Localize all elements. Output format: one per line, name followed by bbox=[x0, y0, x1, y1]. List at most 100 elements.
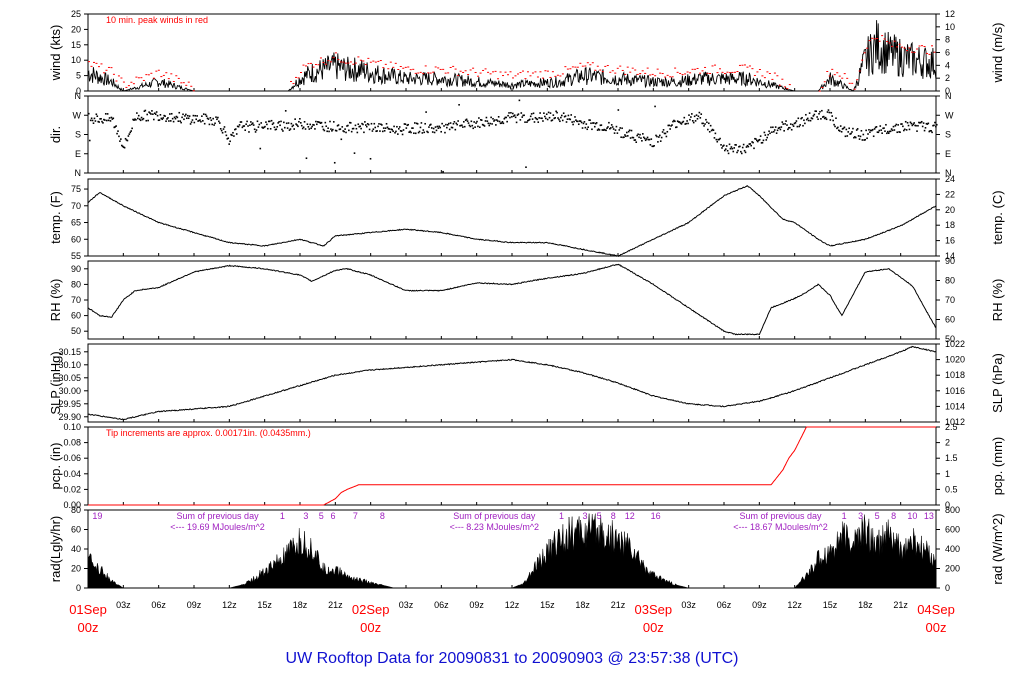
dir-point bbox=[446, 124, 449, 126]
dir-point bbox=[301, 127, 304, 130]
dir-point bbox=[413, 132, 415, 135]
dir-point bbox=[792, 125, 795, 127]
x-hour-label: 03z bbox=[116, 600, 131, 610]
right-tick-label-dir: E bbox=[945, 149, 951, 159]
dir-point bbox=[754, 137, 756, 140]
dir-point bbox=[223, 126, 226, 128]
dir-point bbox=[215, 116, 217, 118]
dir-point bbox=[724, 148, 727, 150]
dir-point bbox=[535, 117, 538, 120]
dir-point bbox=[285, 122, 288, 125]
dir-point bbox=[343, 130, 345, 133]
dir-point bbox=[114, 126, 116, 128]
dir-point bbox=[815, 110, 817, 113]
dir-point bbox=[796, 125, 799, 128]
dir-point bbox=[624, 134, 626, 136]
dir-point bbox=[370, 122, 373, 125]
dir-point bbox=[346, 125, 348, 127]
dir-point bbox=[725, 145, 728, 147]
dir-point bbox=[681, 121, 684, 124]
panel-frame-rh bbox=[87, 260, 937, 340]
dir-point bbox=[418, 130, 421, 133]
dir-point bbox=[630, 129, 633, 132]
right-tick-label-pcp: 0.5 bbox=[945, 484, 958, 494]
dir-point bbox=[448, 128, 451, 131]
dir-point bbox=[90, 117, 93, 120]
dir-point bbox=[675, 126, 677, 129]
dir-point bbox=[332, 128, 334, 131]
dir-point bbox=[609, 127, 611, 130]
dir-point bbox=[214, 122, 216, 125]
dir-point bbox=[272, 122, 275, 124]
rad-hour-label: 12 bbox=[625, 511, 635, 521]
annotation-wind: 10 min. peak winds in red bbox=[106, 15, 208, 25]
right-tick-label-pcp: 1 bbox=[945, 469, 950, 479]
dir-point bbox=[336, 124, 339, 127]
dir-point bbox=[683, 116, 686, 119]
dir-point bbox=[430, 127, 433, 129]
dir-point bbox=[526, 121, 528, 123]
x-hour-label: 09z bbox=[187, 600, 202, 610]
dir-point bbox=[897, 124, 899, 126]
right-tick-label-dir: N bbox=[945, 168, 952, 178]
dir-point bbox=[234, 128, 236, 131]
dir-point bbox=[875, 126, 878, 128]
panel-frame-slp bbox=[87, 343, 937, 423]
dir-point bbox=[213, 124, 215, 126]
dir-point bbox=[227, 137, 230, 140]
dir-point bbox=[705, 118, 707, 121]
y-tick-label-slp: 30.15 bbox=[58, 347, 81, 357]
dir-point bbox=[597, 128, 600, 130]
dir-point bbox=[188, 115, 191, 117]
x-hour-label: 18z bbox=[858, 600, 873, 610]
dir-point bbox=[561, 119, 564, 122]
dir-point bbox=[649, 143, 652, 146]
dir-point bbox=[562, 112, 565, 115]
dir-point bbox=[577, 123, 580, 126]
dir-point bbox=[515, 121, 518, 124]
dir-point bbox=[363, 131, 365, 134]
dir-point bbox=[556, 111, 558, 114]
dir-point bbox=[454, 128, 457, 131]
dir-point bbox=[359, 125, 361, 128]
dir-point bbox=[709, 124, 712, 127]
right-tick-label-rad: 800 bbox=[945, 505, 960, 515]
dir-point bbox=[431, 131, 434, 133]
dir-point bbox=[371, 130, 374, 132]
dir-point bbox=[871, 128, 874, 131]
dir-point bbox=[387, 127, 390, 130]
x-hour-label: 18z bbox=[575, 600, 590, 610]
dir-point bbox=[760, 142, 763, 144]
dir-point bbox=[487, 122, 490, 125]
y-tick-label-rh: 70 bbox=[71, 295, 81, 305]
dir-point bbox=[924, 127, 927, 129]
dir-point bbox=[385, 122, 388, 125]
right-tick-label-wind: 0 bbox=[945, 86, 950, 96]
dir-point bbox=[568, 118, 571, 120]
dir-point bbox=[261, 126, 263, 129]
x-hour-label: 12z bbox=[505, 600, 520, 610]
rad-hour-label: 1 bbox=[842, 511, 847, 521]
rad-hour-label: 5 bbox=[319, 511, 324, 521]
dir-point bbox=[833, 123, 835, 126]
dir-point bbox=[719, 137, 721, 140]
dir-point bbox=[628, 129, 631, 132]
y-axis-label-right-slp: SLP (hPa) bbox=[990, 353, 1005, 413]
dir-point bbox=[855, 129, 858, 131]
dir-point bbox=[882, 127, 884, 130]
dir-point bbox=[753, 147, 755, 150]
dir-point bbox=[337, 124, 340, 126]
dir-point bbox=[173, 116, 176, 119]
y-tick-label-temp: 65 bbox=[71, 218, 81, 228]
right-tick-label-pcp: 0 bbox=[945, 500, 950, 510]
right-tick-label-temp: 24 bbox=[945, 174, 955, 184]
dir-point bbox=[450, 126, 453, 129]
dir-point bbox=[503, 117, 506, 120]
dir-point bbox=[870, 129, 873, 132]
dir-point bbox=[757, 139, 760, 142]
dir-point bbox=[619, 127, 622, 129]
dir-point bbox=[403, 123, 406, 125]
dir-point bbox=[550, 119, 553, 122]
dir-point bbox=[715, 138, 718, 141]
